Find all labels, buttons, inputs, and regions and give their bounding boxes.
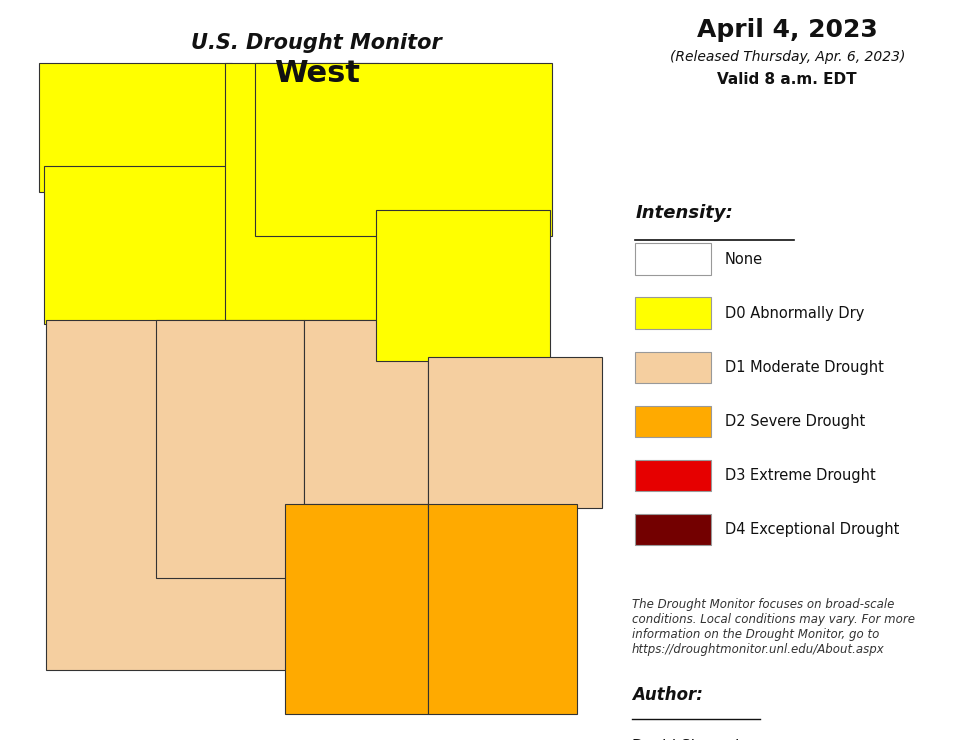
Text: (Released Thursday, Apr. 6, 2023): (Released Thursday, Apr. 6, 2023) (669, 50, 905, 64)
Text: D4 Exceptional Drought: D4 Exceptional Drought (725, 522, 900, 536)
Text: U.S. Drought Monitor: U.S. Drought Monitor (191, 33, 443, 53)
Text: Author:: Author: (632, 686, 703, 704)
FancyBboxPatch shape (636, 514, 711, 545)
Text: Intensity:: Intensity: (636, 204, 733, 222)
Text: April 4, 2023: April 4, 2023 (697, 18, 877, 42)
FancyBboxPatch shape (636, 460, 711, 491)
Polygon shape (254, 63, 552, 236)
Polygon shape (46, 320, 301, 670)
Text: David Simeral: David Simeral (632, 739, 739, 740)
Polygon shape (156, 320, 304, 578)
Text: D1 Moderate Drought: D1 Moderate Drought (725, 360, 884, 374)
Polygon shape (225, 63, 379, 320)
Text: None: None (725, 252, 763, 266)
FancyBboxPatch shape (636, 297, 711, 329)
Polygon shape (304, 320, 428, 505)
Text: D2 Severe Drought: D2 Severe Drought (725, 414, 865, 428)
Polygon shape (428, 505, 577, 714)
Polygon shape (284, 505, 428, 714)
Text: D0 Abnormally Dry: D0 Abnormally Dry (725, 306, 864, 320)
Polygon shape (376, 210, 550, 361)
Text: West: West (274, 59, 360, 88)
Polygon shape (428, 357, 602, 508)
Polygon shape (39, 63, 232, 192)
Text: D3 Extreme Drought: D3 Extreme Drought (725, 468, 876, 482)
FancyBboxPatch shape (636, 243, 711, 275)
FancyBboxPatch shape (636, 352, 711, 383)
FancyBboxPatch shape (636, 406, 711, 437)
Text: The Drought Monitor focuses on broad-scale
conditions. Local conditions may vary: The Drought Monitor focuses on broad-sca… (632, 598, 915, 656)
Polygon shape (44, 166, 242, 324)
Text: Valid 8 a.m. EDT: Valid 8 a.m. EDT (717, 72, 857, 87)
